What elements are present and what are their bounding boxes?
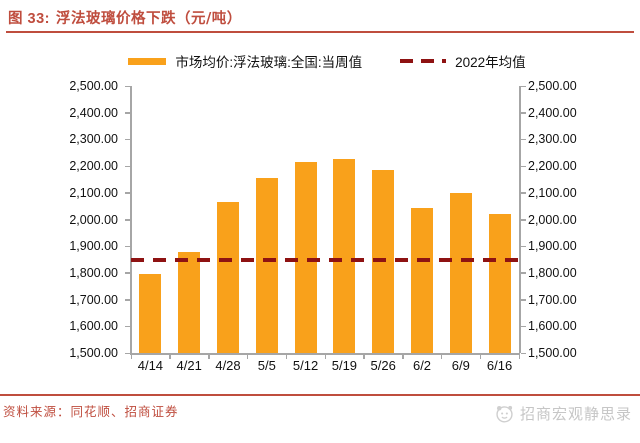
y-tick-right xyxy=(520,192,526,194)
y-tick-right xyxy=(520,245,526,248)
legend-item-2022-average: 2022年均值 xyxy=(400,51,526,71)
y-axis-tick-label: 2,000.00 xyxy=(528,212,577,227)
watermark-logo-icon xyxy=(496,405,513,423)
y-tick-left xyxy=(125,219,130,221)
x-tick xyxy=(324,354,326,359)
y-tick-left xyxy=(125,85,130,87)
y-tick-right xyxy=(520,352,526,354)
y-axis-tick-label: 1,900.00 xyxy=(528,239,577,254)
y-tick-left xyxy=(125,138,130,141)
y-tick-right xyxy=(520,165,526,168)
y-axis-tick-label: 2,000.00 xyxy=(69,212,118,227)
x-tick xyxy=(518,354,520,359)
title-divider xyxy=(6,31,634,33)
footer-divider xyxy=(0,394,640,396)
y-axis-tick-label: 2,300.00 xyxy=(69,132,118,147)
y-axis-tick-label: 2,100.00 xyxy=(69,185,118,200)
y-axis-tick-label: 1,600.00 xyxy=(69,319,118,334)
x-axis-label: 5/19 xyxy=(331,358,358,373)
bar-5/19 xyxy=(333,159,356,353)
average-line-2022 xyxy=(131,258,519,262)
bar-6/2 xyxy=(411,208,433,353)
bar-5/5 xyxy=(255,178,278,353)
y-axis-left xyxy=(130,86,132,353)
legend-item-weekly-price: 市场均价:浮法玻璃:全国:当周值 xyxy=(128,51,362,71)
y-axis-tick-label: 2,200.00 xyxy=(528,159,577,174)
watermark: 招商宏观静思录 xyxy=(494,403,632,424)
y-axis-tick-label: 2,100.00 xyxy=(528,185,577,200)
figure-number: 图 33: xyxy=(8,11,50,27)
bar-6/9 xyxy=(449,192,472,353)
x-tick xyxy=(208,354,210,359)
y-tick-right xyxy=(520,219,526,221)
dashed-line-swatch-icon xyxy=(400,59,447,63)
y-tick-left xyxy=(125,299,130,301)
y-tick-right xyxy=(520,299,526,301)
y-axis-tick-label: 1,800.00 xyxy=(69,265,118,280)
x-axis-label: 4/28 xyxy=(215,358,241,373)
y-tick-left xyxy=(125,192,130,194)
data-source-note: 资料来源：同花顺、招商证券 xyxy=(3,404,179,419)
x-tick xyxy=(130,354,132,359)
x-tick xyxy=(363,354,365,359)
y-tick-right xyxy=(520,112,526,114)
y-axis-tick-label: 2,500.00 xyxy=(69,79,118,93)
legend-label-weekly-price: 市场均价:浮法玻璃:全国:当周值 xyxy=(175,55,363,70)
x-axis-label: 6/2 xyxy=(412,358,432,373)
y-axis-tick-label: 2,400.00 xyxy=(528,105,577,120)
y-axis-tick-label: 1,700.00 xyxy=(69,292,118,307)
y-axis-tick-label: 1,800.00 xyxy=(528,265,577,280)
y-tick-left xyxy=(125,352,130,354)
y-tick-left xyxy=(125,165,130,168)
y-axis-tick-label: 1,700.00 xyxy=(528,292,577,307)
y-axis-tick-label: 1,900.00 xyxy=(69,239,118,254)
x-axis-label: 5/12 xyxy=(292,358,319,373)
x-tick xyxy=(402,354,404,359)
bar-4/28 xyxy=(217,202,239,353)
y-axis-tick-label: 2,400.00 xyxy=(69,105,118,120)
y-axis-tick-label: 2,200.00 xyxy=(69,159,118,174)
y-tick-left xyxy=(125,112,130,114)
x-axis-label: 6/16 xyxy=(486,358,513,373)
bar-6/16 xyxy=(488,213,511,353)
y-axis-tick-label: 2,300.00 xyxy=(528,132,577,147)
y-axis-tick-label: 1,500.00 xyxy=(528,346,577,360)
x-axis-label: 4/14 xyxy=(137,358,164,373)
x-tick xyxy=(440,354,443,359)
y-axis-right xyxy=(519,86,521,353)
y-tick-left xyxy=(125,245,130,248)
y-tick-left xyxy=(125,272,130,274)
watermark-text: 招商宏观静思录 xyxy=(519,406,632,423)
bar-5/12 xyxy=(294,162,317,353)
x-axis-label: 6/9 xyxy=(451,358,470,373)
x-axis xyxy=(130,353,520,355)
y-tick-right xyxy=(520,325,526,328)
bar-4/14 xyxy=(139,274,162,353)
legend-label-2022-average: 2022年均值 xyxy=(455,55,526,70)
x-tick xyxy=(246,354,249,359)
y-axis-tick-label: 2,500.00 xyxy=(528,79,577,93)
x-axis-label: 4/21 xyxy=(176,358,202,373)
x-tick xyxy=(285,354,288,359)
y-tick-right xyxy=(520,138,526,141)
x-axis-label: 5/5 xyxy=(257,358,276,373)
y-axis-tick-label: 1,600.00 xyxy=(528,319,577,334)
chart-legend: 市场均价:浮法玻璃:全国:当周值 2022年均值 xyxy=(0,51,640,71)
bar-series-swatch-icon xyxy=(128,57,167,65)
bar-4/21 xyxy=(178,251,201,353)
x-tick xyxy=(169,354,171,359)
y-axis-tick-label: 1,500.00 xyxy=(69,346,118,360)
figure-title-text: 浮法玻璃价格下跌（元/吨） xyxy=(56,10,242,27)
y-tick-right xyxy=(520,272,526,274)
y-tick-right xyxy=(520,85,526,87)
y-tick-left xyxy=(125,325,130,328)
x-axis-label: 5/26 xyxy=(370,358,396,373)
figure-title: 图 33: 浮法玻璃价格下跌（元/吨） xyxy=(8,7,242,28)
x-tick xyxy=(479,354,482,359)
